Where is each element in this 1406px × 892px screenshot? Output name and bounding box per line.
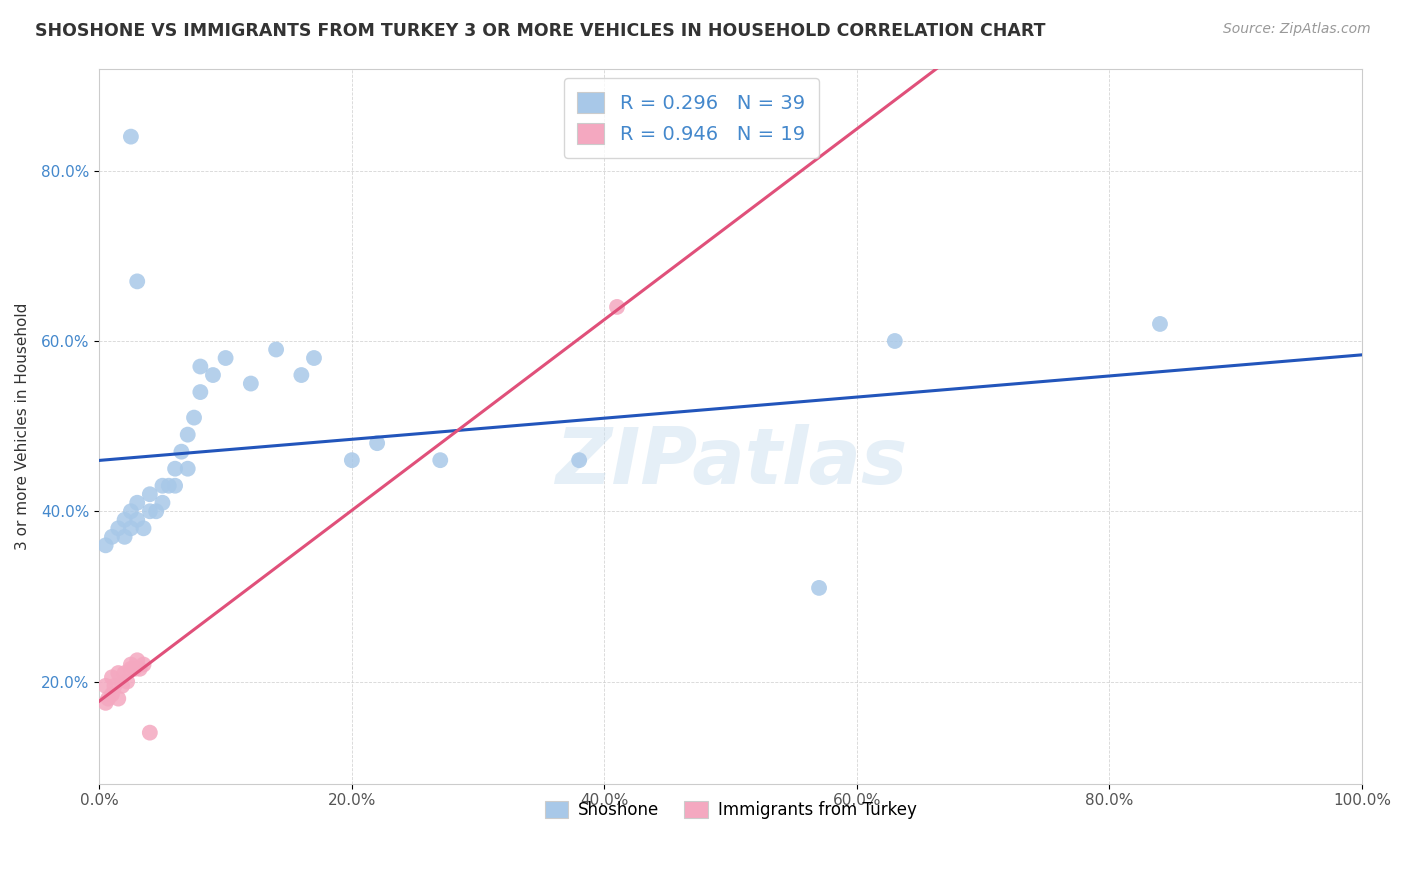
Point [120, 504, 142, 518]
Point [366, 436, 388, 450]
Point [103, 679, 125, 693]
Point [290, 368, 312, 382]
Point [132, 521, 155, 535]
Point [177, 427, 200, 442]
Point [120, 129, 142, 144]
Point [165, 479, 187, 493]
Point [139, 504, 162, 518]
Point [568, 453, 591, 467]
Point [97, 691, 120, 706]
Point [883, 334, 905, 348]
Point [127, 274, 149, 288]
Point [170, 444, 193, 458]
Y-axis label: 3 or more Vehicles in Household: 3 or more Vehicles in Household [15, 302, 30, 549]
Point [188, 385, 211, 400]
Point [107, 691, 129, 706]
Point [302, 351, 325, 365]
Point [808, 581, 831, 595]
Text: Source: ZipAtlas.com: Source: ZipAtlas.com [1223, 22, 1371, 37]
Point [177, 461, 200, 475]
Point [132, 657, 155, 672]
Point [188, 359, 211, 374]
Point [124, 662, 146, 676]
Point [214, 351, 236, 365]
Point [94, 679, 117, 693]
Point [107, 666, 129, 681]
Point [340, 453, 363, 467]
Point [94, 538, 117, 552]
Point [127, 513, 149, 527]
Point [111, 679, 134, 693]
Point [239, 376, 262, 391]
Point [165, 461, 187, 475]
Point [139, 487, 162, 501]
Point [183, 410, 205, 425]
Point [107, 521, 129, 535]
Point [120, 662, 142, 676]
Point [101, 670, 124, 684]
Point [114, 530, 136, 544]
Point [145, 504, 167, 518]
Point [120, 657, 142, 672]
Point [139, 725, 162, 739]
Point [264, 343, 287, 357]
Point [128, 662, 150, 676]
Point [114, 666, 136, 681]
Text: SHOSHONE VS IMMIGRANTS FROM TURKEY 3 OR MORE VEHICLES IN HOUSEHOLD CORRELATION C: SHOSHONE VS IMMIGRANTS FROM TURKEY 3 OR … [35, 22, 1046, 40]
Point [127, 496, 149, 510]
Point [114, 513, 136, 527]
Point [429, 453, 451, 467]
Point [115, 674, 138, 689]
Point [152, 479, 174, 493]
Point [120, 521, 142, 535]
Point [127, 653, 149, 667]
Point [101, 687, 124, 701]
Point [201, 368, 224, 382]
Point [152, 496, 174, 510]
Point [157, 479, 180, 493]
Point [94, 696, 117, 710]
Point [1149, 317, 1171, 331]
Point [101, 530, 124, 544]
Point [606, 300, 628, 314]
Legend: Shoshone, Immigrants from Turkey: Shoshone, Immigrants from Turkey [538, 794, 924, 825]
Text: ZIPatlas: ZIPatlas [554, 424, 907, 500]
